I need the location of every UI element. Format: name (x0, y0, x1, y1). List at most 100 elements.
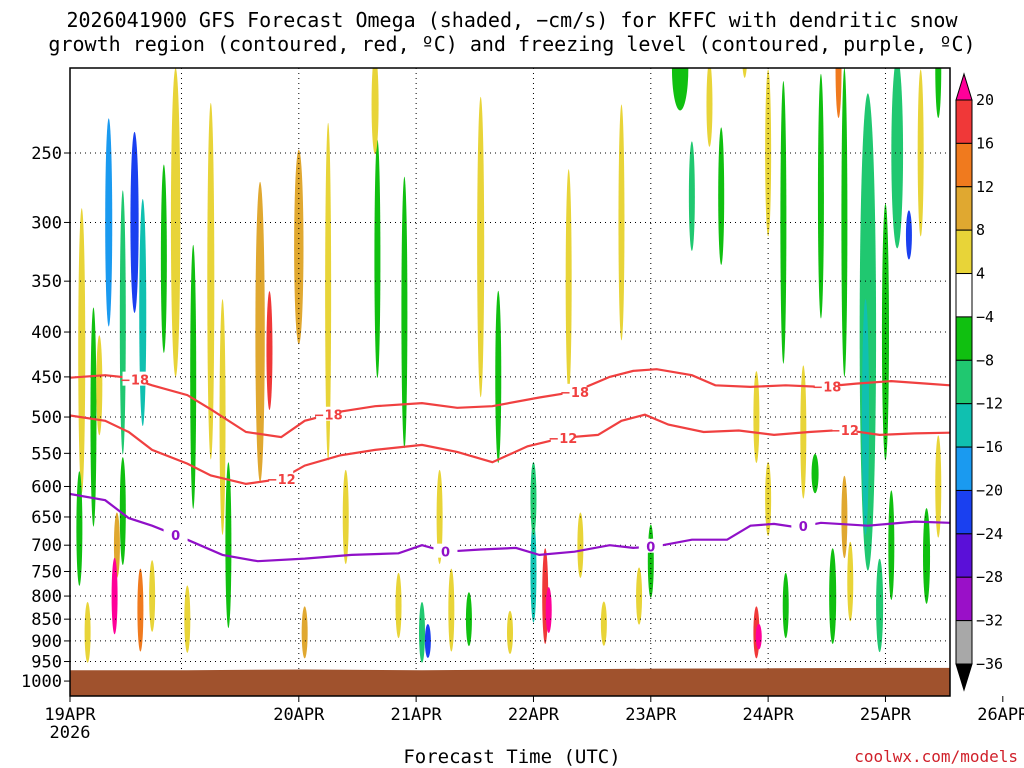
omega-cell-23 (401, 176, 408, 449)
omega-cell-40 (706, 68, 713, 147)
omega-cell-21 (301, 606, 308, 659)
colorbar-seg-10 (955, 533, 973, 578)
label-minus12-1-bg (550, 429, 575, 444)
omega-cell-69 (371, 68, 379, 155)
colorbar-label-1: 16 (976, 134, 994, 152)
omega-cell-15 (266, 291, 273, 411)
omega-cell-67 (841, 475, 848, 559)
y-tick-label-900: 900 (31, 632, 62, 652)
label-freezing-2-bg (638, 538, 663, 553)
colorbar: 20 16 12 8 4 −4 −8 −12 −16 −20 −24 −28 −32 −36 (955, 72, 1003, 692)
omega-cell-77 (600, 601, 607, 646)
label-freezing-0: 0 (171, 529, 180, 544)
label-freezing-1: 0 (441, 546, 450, 561)
x-tick-label-25APR: 25APR (860, 705, 912, 725)
omega-cell-55 (935, 68, 942, 118)
chart-title-line2: growth region (contoured, red, ºC) and f… (48, 32, 976, 56)
label-minus18-1-bg (316, 406, 341, 421)
omega-cell-60 (847, 541, 854, 622)
colorbar-label-5: −4 (976, 308, 994, 326)
colorbar-label-8: −16 (976, 438, 1003, 456)
omega-cell-41 (718, 127, 725, 265)
omega-cell-78 (395, 572, 402, 639)
omega-cell-36 (636, 567, 643, 625)
omega-cell-66 (811, 453, 819, 494)
label-minus12-2: −12 (830, 424, 859, 439)
ground-fill (70, 667, 950, 696)
label-minus18-0: −18 (120, 374, 149, 389)
omega-cell-43 (765, 69, 772, 237)
x-axis-label: Forecast Time (UTC) (403, 746, 621, 768)
omega-cell-26 (436, 469, 443, 565)
colorbar-seg-4 (955, 273, 973, 318)
label-freezing-3-bg (791, 518, 816, 533)
omega-cell-42 (742, 68, 747, 78)
omega-cell-46 (835, 68, 842, 118)
omega-cell-72 (160, 164, 167, 353)
omega-cell-68 (923, 508, 931, 604)
colorbar-seg-1 (955, 142, 973, 188)
label-minus12-0-bg (269, 470, 294, 485)
colorbar-seg-6 (955, 359, 973, 405)
omega-cell-33 (565, 169, 572, 394)
omega-cell-75 (465, 592, 472, 647)
omega-cell-74 (149, 560, 156, 632)
colorbar-seg-11 (955, 576, 973, 622)
ground-terrain (70, 667, 950, 696)
omega-cell-22 (374, 139, 381, 378)
x-tick-label-21APR: 21APR (391, 705, 443, 725)
colorbar-label-11: −28 (976, 568, 1003, 586)
colorbar-seg-5 (955, 316, 973, 361)
omega-cell-2 (130, 131, 139, 313)
label-minus18-3-bg (814, 378, 839, 393)
colorbar-seg-8 (955, 446, 973, 491)
omega-cell-47 (841, 68, 848, 377)
y-tick-label-550: 550 (31, 444, 62, 464)
omega-cell-11 (190, 244, 197, 509)
credit-text[interactable]: coolwx.com/models (854, 747, 1018, 766)
omega-cell-70 (78, 208, 86, 493)
y-tick-label-400: 400 (31, 323, 62, 343)
x-tick-label-19APR: 19APR (44, 705, 96, 725)
omega-cell-73 (76, 471, 83, 586)
omega-cell-76 (507, 610, 513, 655)
omega-cell-35 (618, 104, 625, 341)
omega-cell-27 (477, 96, 485, 398)
x-tick-label-22APR: 22APR (508, 705, 560, 725)
colorbar-label-13: −36 (976, 655, 1003, 673)
omega-cell-24 (419, 602, 425, 663)
omega-cell-29 (530, 520, 537, 623)
omega-cell-39 (688, 141, 695, 251)
temperature-contours: −18 −18 −18 −18 −12 −12 −12 0 0 0 0 (70, 368, 950, 563)
colorbar-label-6: −8 (976, 351, 994, 369)
y-tick-label-750: 750 (31, 562, 62, 582)
omega-cell-44 (780, 81, 787, 364)
omega-cell-9 (84, 602, 91, 663)
colorbar-bottom-arrow (955, 663, 973, 692)
y-tick-label-700: 700 (31, 536, 62, 556)
x-tick-label-26APR: 26APR (977, 705, 1024, 725)
colorbar-seg-7 (955, 403, 973, 448)
label-minus12-1: −12 (548, 432, 577, 447)
label-freezing-0-bg (163, 527, 188, 542)
omega-cell-45 (817, 73, 824, 319)
omega-cell-17 (325, 122, 332, 461)
omega-cell-59 (888, 490, 895, 600)
omega-cell-32 (545, 587, 552, 634)
colorbar-label-12: −32 (976, 612, 1003, 630)
omega-cell-3 (139, 198, 147, 427)
y-tick-label-800: 800 (31, 587, 62, 607)
y-tick-label-250: 250 (31, 144, 62, 164)
colorbar-label-0: 20 (976, 91, 994, 109)
colorbar-seg-9 (955, 489, 973, 535)
colorbar-label-9: −20 (976, 482, 1003, 500)
colorbar-seg-12 (955, 620, 973, 665)
omega-cell-19 (225, 462, 232, 629)
omega-cell-71 (96, 335, 103, 436)
omega-cell-57 (829, 548, 837, 644)
label-minus12-2-bg (832, 421, 857, 436)
y-axis: 2503003504004505005506006507007508008509… (21, 144, 70, 692)
omega-cell-0 (105, 118, 113, 327)
x-tick-label-23APR: 23APR (625, 705, 677, 725)
omega-cell-56 (935, 435, 942, 538)
